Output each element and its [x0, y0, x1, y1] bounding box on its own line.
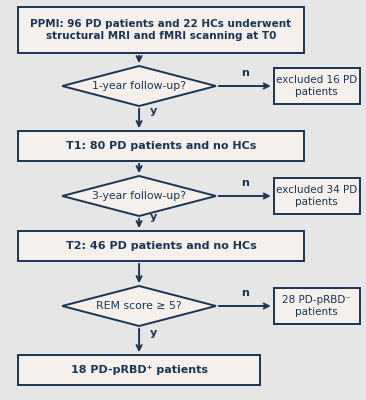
- FancyBboxPatch shape: [18, 7, 304, 53]
- Text: excluded 16 PD
patients: excluded 16 PD patients: [276, 75, 357, 97]
- Polygon shape: [62, 286, 216, 326]
- Text: T2: 46 PD patients and no HCs: T2: 46 PD patients and no HCs: [66, 241, 257, 251]
- Text: y: y: [150, 212, 157, 222]
- Text: n: n: [241, 288, 249, 298]
- Text: PPMI: 96 PD patients and 22 HCs underwent
structural MRI and fMRI scanning at T0: PPMI: 96 PD patients and 22 HCs underwen…: [30, 19, 292, 41]
- Text: n: n: [241, 178, 249, 188]
- Text: 1-year follow-up?: 1-year follow-up?: [92, 81, 186, 91]
- Text: excluded 34 PD
patients: excluded 34 PD patients: [276, 185, 357, 207]
- Text: REM score ≥ 5?: REM score ≥ 5?: [96, 301, 182, 311]
- Text: 28 PD-pRBD⁻
patients: 28 PD-pRBD⁻ patients: [282, 295, 351, 317]
- Text: 3-year follow-up?: 3-year follow-up?: [92, 191, 186, 201]
- Text: 18 PD-pRBD⁺ patients: 18 PD-pRBD⁺ patients: [71, 365, 208, 375]
- FancyBboxPatch shape: [274, 68, 359, 104]
- FancyBboxPatch shape: [274, 288, 359, 324]
- Polygon shape: [62, 176, 216, 216]
- Text: n: n: [241, 68, 249, 78]
- Text: T1: 80 PD patients and no HCs: T1: 80 PD patients and no HCs: [66, 141, 256, 151]
- FancyBboxPatch shape: [18, 355, 260, 385]
- Text: y: y: [150, 328, 157, 338]
- FancyBboxPatch shape: [274, 178, 359, 214]
- FancyBboxPatch shape: [18, 131, 304, 161]
- Text: y: y: [150, 106, 157, 116]
- Polygon shape: [62, 66, 216, 106]
- FancyBboxPatch shape: [18, 231, 304, 261]
